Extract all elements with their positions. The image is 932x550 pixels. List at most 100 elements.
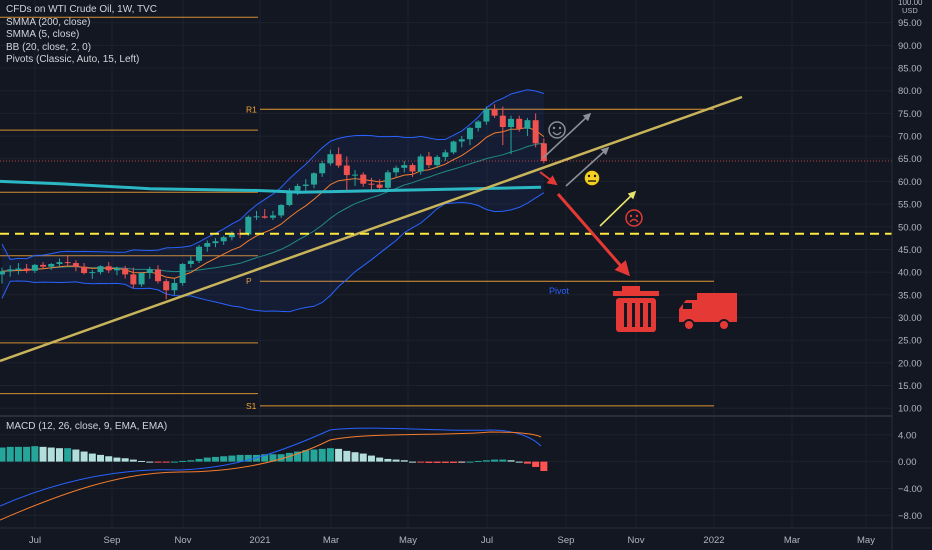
macd-histogram-bar xyxy=(359,453,367,462)
candle xyxy=(442,152,449,157)
macd-pane xyxy=(0,427,892,521)
face-mouth xyxy=(552,131,562,136)
macd-histogram-bar xyxy=(433,461,441,463)
candle xyxy=(105,266,112,271)
macd-histogram-bar xyxy=(162,461,170,463)
macd-histogram-bar xyxy=(384,458,392,462)
x-tick-label: Jul xyxy=(481,535,493,546)
candle xyxy=(540,143,547,162)
candle xyxy=(253,216,260,218)
face-mouth xyxy=(629,218,639,223)
candle xyxy=(483,109,490,122)
macd-histogram-bar xyxy=(170,461,178,463)
macd-histogram-bar xyxy=(269,454,277,462)
candle xyxy=(294,185,301,191)
macd-histogram-bar xyxy=(458,461,466,463)
x-tick-label: Nov xyxy=(175,535,192,546)
smiling-face-icon xyxy=(548,121,566,139)
macd-histogram-bar xyxy=(195,458,203,462)
truck-wheel xyxy=(718,319,730,331)
face-circle xyxy=(548,121,566,139)
candle xyxy=(269,215,276,218)
macd-histogram-bar xyxy=(392,459,400,462)
legend-bb[interactable]: BB (20, close, 2, 0) xyxy=(6,41,92,53)
y-tick-label: 55.00 xyxy=(898,200,922,211)
x-tick-label: 2021 xyxy=(249,535,270,546)
y-tick-label: 95.00 xyxy=(898,18,922,29)
legend-smma5[interactable]: SMMA (5, close) xyxy=(6,29,80,40)
candle xyxy=(286,190,293,206)
candle xyxy=(187,260,194,264)
bb-lower xyxy=(1,192,545,313)
candle xyxy=(72,263,79,267)
macd-histogram-bar xyxy=(482,460,490,462)
candle xyxy=(417,156,424,172)
candle xyxy=(179,263,186,284)
pivot-label: P xyxy=(246,276,252,286)
y-tick-label: 90.00 xyxy=(898,41,922,52)
macd-histogram-bar xyxy=(261,454,269,462)
candle xyxy=(376,184,383,188)
candle xyxy=(327,154,334,164)
legend-pivots[interactable]: Pivots (Classic, Auto, 15, Left) xyxy=(6,54,140,65)
candle xyxy=(113,268,120,271)
macd-histogram-bar xyxy=(441,461,449,463)
indicator-legend: CFDs on WTI Crude Oil, 1W, TVC SMMA (200… xyxy=(6,4,157,67)
candle xyxy=(163,281,170,291)
chart-title: CFDs on WTI Crude Oil, 1W, TVC xyxy=(6,4,157,15)
candle xyxy=(499,115,506,127)
arrow-down-short xyxy=(539,171,558,186)
macd-histogram-bar xyxy=(138,460,146,462)
candle xyxy=(196,246,203,261)
bb-basis xyxy=(1,142,544,273)
frowning-face-icon xyxy=(625,209,643,227)
macd-histogram-bar xyxy=(146,461,154,463)
macd-legend[interactable]: MACD (12, 26, close, 9, EMA, EMA) xyxy=(6,421,168,432)
macd-tick-label: 0.00 xyxy=(898,457,917,468)
bollinger-bands xyxy=(1,89,545,313)
y-tick-label: 75.00 xyxy=(898,109,922,120)
pivot-label: R1 xyxy=(246,104,257,114)
macd-histogram-bar xyxy=(129,459,137,462)
candle xyxy=(516,118,523,129)
annotations xyxy=(539,112,737,332)
macd-histogram-bar xyxy=(474,460,482,462)
macd-histogram-bar xyxy=(302,450,310,462)
y-tick-label: 40.00 xyxy=(898,268,922,279)
candle xyxy=(56,262,63,264)
candle xyxy=(146,269,153,274)
candle xyxy=(130,274,137,285)
macd-histogram-bar xyxy=(113,457,121,462)
face-eye xyxy=(552,126,556,130)
macd-histogram-bar xyxy=(23,446,31,462)
candle xyxy=(524,120,531,129)
legend-smma200[interactable]: SMMA (200, close) xyxy=(6,16,91,28)
macd-tick-label: 4.00 xyxy=(898,430,917,441)
candle xyxy=(212,241,219,244)
macd-histogram-bar xyxy=(367,455,375,462)
y-tick-label: 45.00 xyxy=(898,245,922,256)
trash-slot xyxy=(632,303,635,327)
arrow-up-gray-1 xyxy=(542,112,592,159)
y-tick-label: 50.00 xyxy=(898,222,922,233)
candle xyxy=(458,139,465,142)
face-eye xyxy=(635,214,639,218)
candle xyxy=(302,184,309,186)
candle xyxy=(245,216,252,235)
x-tick-label: Nov xyxy=(628,535,645,546)
trendline xyxy=(0,95,743,363)
bb-upper xyxy=(1,89,545,260)
macd-histogram-bar xyxy=(6,446,14,462)
macd-histogram-bar xyxy=(409,461,416,463)
macd-histogram-bar xyxy=(105,456,113,462)
candle xyxy=(261,216,268,218)
bb-fill xyxy=(2,89,544,312)
trash-lid xyxy=(613,291,659,296)
smma5-line xyxy=(1,126,545,279)
y-tick-label: 20.00 xyxy=(898,358,922,369)
trash-handle xyxy=(622,286,640,291)
macd-histogram-bar xyxy=(540,461,548,472)
candlesticks xyxy=(0,104,547,300)
candle xyxy=(319,163,326,174)
candle xyxy=(491,109,498,116)
